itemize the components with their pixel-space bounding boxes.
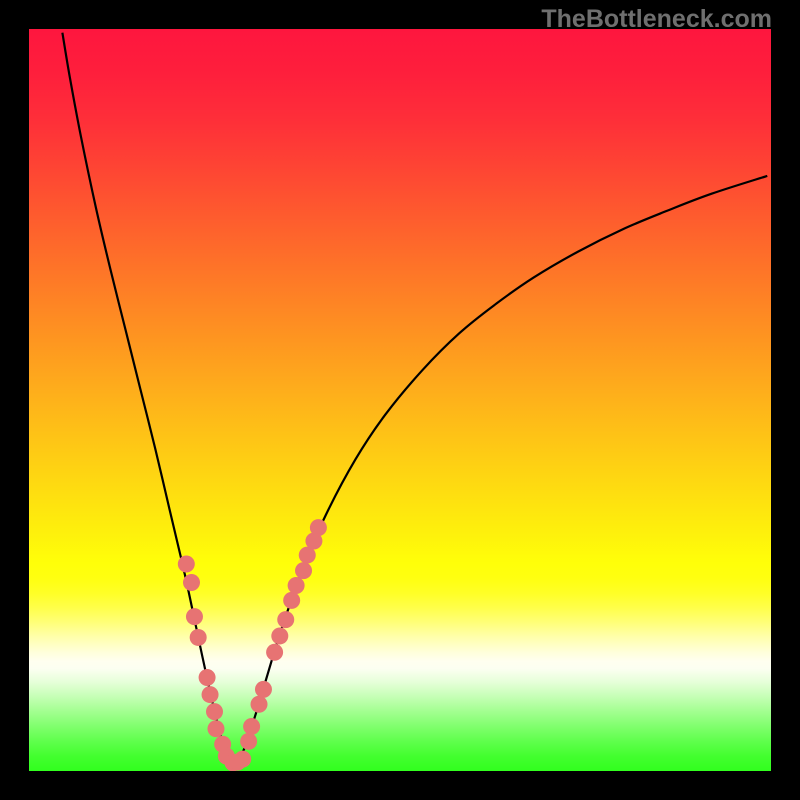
data-marker [190, 629, 207, 646]
data-marker [251, 696, 268, 713]
data-marker [295, 562, 312, 579]
data-marker [255, 681, 272, 698]
plot-svg [29, 29, 771, 771]
data-marker [183, 574, 200, 591]
data-marker [206, 703, 223, 720]
data-marker [288, 577, 305, 594]
data-marker [202, 686, 219, 703]
data-marker [283, 592, 300, 609]
data-marker [310, 519, 327, 536]
data-marker [243, 718, 260, 735]
watermark-text: TheBottleneck.com [541, 5, 772, 34]
gradient-background [29, 29, 771, 771]
data-marker [271, 627, 288, 644]
data-marker [199, 669, 216, 686]
data-marker [266, 644, 283, 661]
data-marker [207, 720, 224, 737]
data-marker [178, 555, 195, 572]
data-marker [277, 611, 294, 628]
plot-area [29, 29, 771, 771]
data-marker [240, 733, 257, 750]
data-marker [234, 751, 251, 768]
data-marker [186, 608, 203, 625]
